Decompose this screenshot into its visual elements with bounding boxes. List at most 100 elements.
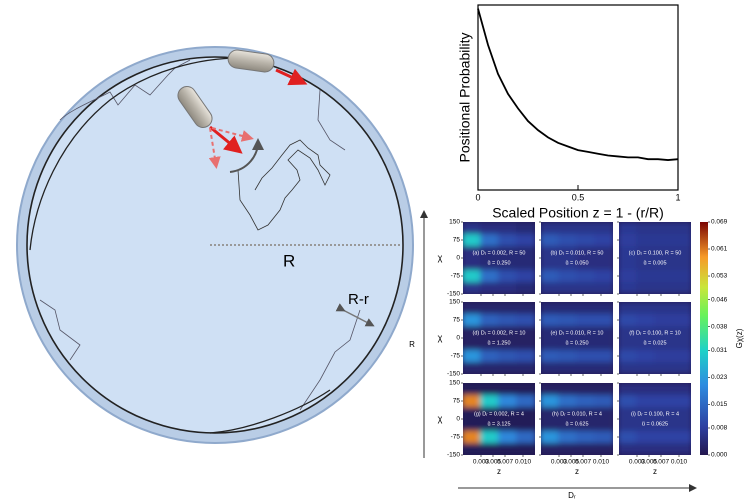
- panel-label: (g) Dᵣ = 0.002, R = 4: [474, 411, 524, 417]
- cbar-tick-label: 0.000: [711, 452, 728, 459]
- heatmap-cell: [654, 383, 674, 395]
- bacterium: [227, 49, 275, 73]
- heatmap-cell: [498, 419, 518, 431]
- heatmap-cell: [516, 419, 535, 431]
- heatmap-cell: [576, 282, 596, 294]
- heatmap-cell: [480, 302, 500, 314]
- y-axis-label: χ: [438, 252, 443, 262]
- heatmap-cell: [480, 314, 500, 326]
- heatmap-cell: [463, 395, 482, 407]
- heatmap-cell: [480, 443, 500, 455]
- heatmap-cell: [558, 443, 578, 455]
- heatmap-cell: [463, 314, 482, 326]
- heatmap-cell: [558, 419, 578, 431]
- x-tick-label: 0.005: [485, 459, 502, 466]
- heatmap-cell: [672, 302, 691, 314]
- x-tick-label: 0.5: [572, 192, 585, 202]
- heatmap-blur: [619, 222, 691, 294]
- x-tick-label: 0.005: [641, 459, 658, 466]
- heatmap-cell: [654, 443, 674, 455]
- boundary-trajectory: [29, 57, 331, 434]
- x-tick-label: 0.003: [551, 459, 568, 466]
- heatmap-cell: [576, 222, 596, 234]
- trajectory: [237, 139, 331, 231]
- heatmap-cell: [636, 302, 656, 314]
- heatmap-cell: [463, 443, 482, 455]
- cbar-tick-label: 0.015: [711, 401, 728, 408]
- heatmap-cell: [463, 234, 482, 246]
- y-tick-label: -75: [451, 353, 461, 360]
- heatmap-cell: [463, 383, 482, 395]
- radius-label: R: [283, 251, 295, 270]
- heatmap-cell: [619, 258, 638, 270]
- heatmap-cell: [480, 246, 500, 258]
- heatmap-cell: [619, 362, 638, 374]
- heatmap-cell: [619, 395, 638, 407]
- heatmap-cell: [654, 258, 674, 270]
- x-tick-label: 0.007: [497, 459, 514, 466]
- heatmap-cell: [619, 350, 638, 362]
- heatmap-cell: [498, 314, 518, 326]
- heatmap-cell: [463, 282, 482, 294]
- heatmap-cell: [541, 326, 560, 338]
- heatmap-blur: [619, 302, 691, 374]
- heatmap-cell: [672, 246, 691, 258]
- x-axis-label: z: [575, 467, 579, 476]
- heatmap-cell: [654, 234, 674, 246]
- heatmap-cell: [636, 383, 656, 395]
- x-tick-label: 0.010: [593, 459, 610, 466]
- x-axis-label: z: [497, 467, 501, 476]
- velocity-arrow: [275, 68, 308, 86]
- heatmap-cell: [654, 246, 674, 258]
- heatmap-cell: [480, 395, 500, 407]
- x-tick-label: 0: [475, 192, 480, 202]
- heatmap-cell: [672, 314, 691, 326]
- heatmap-cell: [558, 338, 578, 350]
- heatmap-cell: [636, 395, 656, 407]
- panel-u: ũ = 0.250: [487, 260, 510, 266]
- heatmap-cell: [463, 407, 482, 419]
- y-tick-label: -75: [451, 434, 461, 441]
- heatmap-cell: [463, 302, 482, 314]
- heatmap-cell: [463, 338, 482, 350]
- heatmap-cell: [480, 338, 500, 350]
- heatmap-cell: [594, 270, 613, 282]
- panel-u: ũ = 0.050: [565, 260, 588, 266]
- row-axis-label: R: [409, 340, 415, 349]
- heatmap-cell: [516, 443, 535, 455]
- heatmap-cell: [558, 314, 578, 326]
- heatmap-blur: [463, 302, 535, 374]
- heatmap-cell: [619, 314, 638, 326]
- rotation-arrow: [229, 138, 264, 173]
- heatmap-cell: [541, 419, 560, 431]
- heatmap-cell: [672, 419, 691, 431]
- heatmap-cell: [498, 258, 518, 270]
- y-tick-label: 0: [456, 335, 460, 342]
- heatmap-cell: [516, 431, 535, 443]
- heatmap-cell: [576, 362, 596, 374]
- heatmap-cell: [558, 326, 578, 338]
- heatmap-cell: [480, 258, 500, 270]
- heatmap-cell: [576, 407, 596, 419]
- heatmap-cell: [636, 246, 656, 258]
- heatmap-cell: [498, 234, 518, 246]
- x-axis-label: z: [653, 467, 657, 476]
- heatmap-cell: [541, 338, 560, 350]
- cbar-tick-label: 0.038: [711, 323, 728, 330]
- heatmap-cell: [576, 258, 596, 270]
- heatmap-cell: [541, 431, 560, 443]
- y-tick-label: 75: [453, 317, 461, 324]
- panel-label: (i) Dᵣ = 0.100, R = 4: [631, 411, 679, 417]
- heatmap-cell: [619, 282, 638, 294]
- heatmap-cells: [541, 222, 613, 294]
- heatmap-cell: [516, 395, 535, 407]
- heatmap-cell: [516, 270, 535, 282]
- heatmap-cell: [576, 234, 596, 246]
- heatmap-cell: [498, 338, 518, 350]
- heatmap-cell: [654, 270, 674, 282]
- cbar-tick-label: 0.061: [711, 246, 728, 253]
- x-tick-label: 1: [675, 192, 680, 202]
- heatmap-cell: [576, 350, 596, 362]
- y-tick-label: -150: [447, 291, 460, 298]
